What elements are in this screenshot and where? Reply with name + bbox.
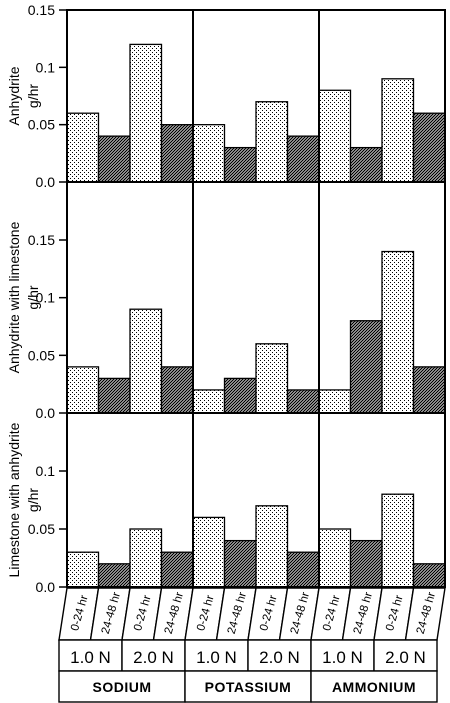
concentration-label-3: 1.0 N: [196, 648, 237, 667]
y-tick-label: 0.0: [36, 174, 56, 190]
bar-panel3-8: [286, 551, 320, 588]
bar-panel1-12: [412, 112, 446, 183]
concentration-label-5: 1.0 N: [322, 648, 363, 667]
y-axis-unit: g/hr: [25, 285, 41, 309]
bar-panel1-8: [286, 135, 320, 183]
bar-panel3-12: [412, 563, 446, 588]
bar-panel3-11: [381, 493, 415, 588]
bar-panel1-1: [66, 112, 100, 183]
bar-panel3-4: [160, 551, 194, 588]
bar-panel1-4: [160, 124, 194, 183]
bar-panel2-6: [223, 377, 257, 414]
bar-panel3-10: [349, 539, 383, 588]
concentration-label-1: 1.0 N: [70, 648, 111, 667]
y-tick-label: 0.0: [36, 579, 56, 595]
y-tick-label: 0.0: [36, 405, 56, 421]
bar-panel2-11: [381, 250, 415, 414]
bar-panel1-9: [318, 89, 352, 183]
bar-panel2-9: [318, 389, 352, 414]
bar-panel1-5: [192, 124, 226, 183]
bar-panel3-6: [223, 539, 257, 588]
y-axis-unit: g/hr: [25, 84, 41, 108]
y-axis-label: Anhydrite: [6, 66, 22, 125]
bar-panel3-9: [318, 528, 352, 588]
group-cell: [310, 670, 438, 703]
bar-panel2-8: [286, 389, 320, 414]
bar-panel1-11: [381, 78, 415, 183]
bar-panel1-7: [255, 101, 289, 183]
group-label-2: POTASSIUM: [205, 679, 292, 695]
bar-panel1-3: [129, 43, 163, 183]
concentration-cell: [58, 639, 123, 672]
bar-panel3-2: [97, 563, 131, 588]
bar-panel2-5: [192, 389, 226, 414]
bar-panel1-2: [97, 135, 131, 183]
bar-panel3-5: [192, 516, 226, 588]
bar-panel2-12: [412, 366, 446, 414]
y-tick-label: 0.1: [36, 463, 56, 479]
bar-panel3-7: [255, 505, 289, 588]
group-cell: [58, 670, 186, 703]
group-label-1: SODIUM: [93, 679, 152, 695]
y-axis-label: Anhydrite with limestone: [6, 221, 22, 373]
bar-panel1-10: [349, 146, 383, 183]
bar-panel2-4: [160, 366, 194, 414]
bar-panel3-3: [129, 528, 163, 588]
y-tick-label: 0.05: [28, 521, 55, 537]
y-tick-label: 0.05: [28, 347, 55, 363]
bar-panel2-10: [349, 320, 383, 414]
category-axis: 0-24 hr 24-48 hr 0-24 hr 24-48 hr 0-24 hr 24-…: [58, 587, 446, 703]
y-axis-unit: g/hr: [25, 488, 41, 512]
bar-panel3-1: [66, 551, 100, 588]
bar-panel1-6: [223, 146, 257, 183]
y-tick-label: 0.05: [28, 117, 55, 133]
concentration-label-2: 2.0 N: [133, 648, 174, 667]
group-label-3: AMMONIUM: [332, 679, 416, 695]
concentration-label-6: 2.0 N: [385, 648, 426, 667]
bar-panel2-1: [66, 366, 100, 414]
concentration-cell: [121, 639, 186, 672]
panel-frame-3: [66, 412, 446, 588]
bar-panel2-2: [97, 377, 131, 414]
y-tick-label: 0.15: [28, 232, 55, 248]
y-axis-label: Limestone with anhydrite: [6, 422, 22, 577]
bar-panel2-7: [255, 343, 289, 414]
concentration-label-4: 2.0 N: [259, 648, 300, 667]
y-tick-label: 0.1: [36, 290, 56, 306]
y-tick-label: 0.15: [28, 2, 55, 18]
bar-panel2-3: [129, 308, 163, 414]
y-tick-label: 0.1: [36, 59, 56, 75]
